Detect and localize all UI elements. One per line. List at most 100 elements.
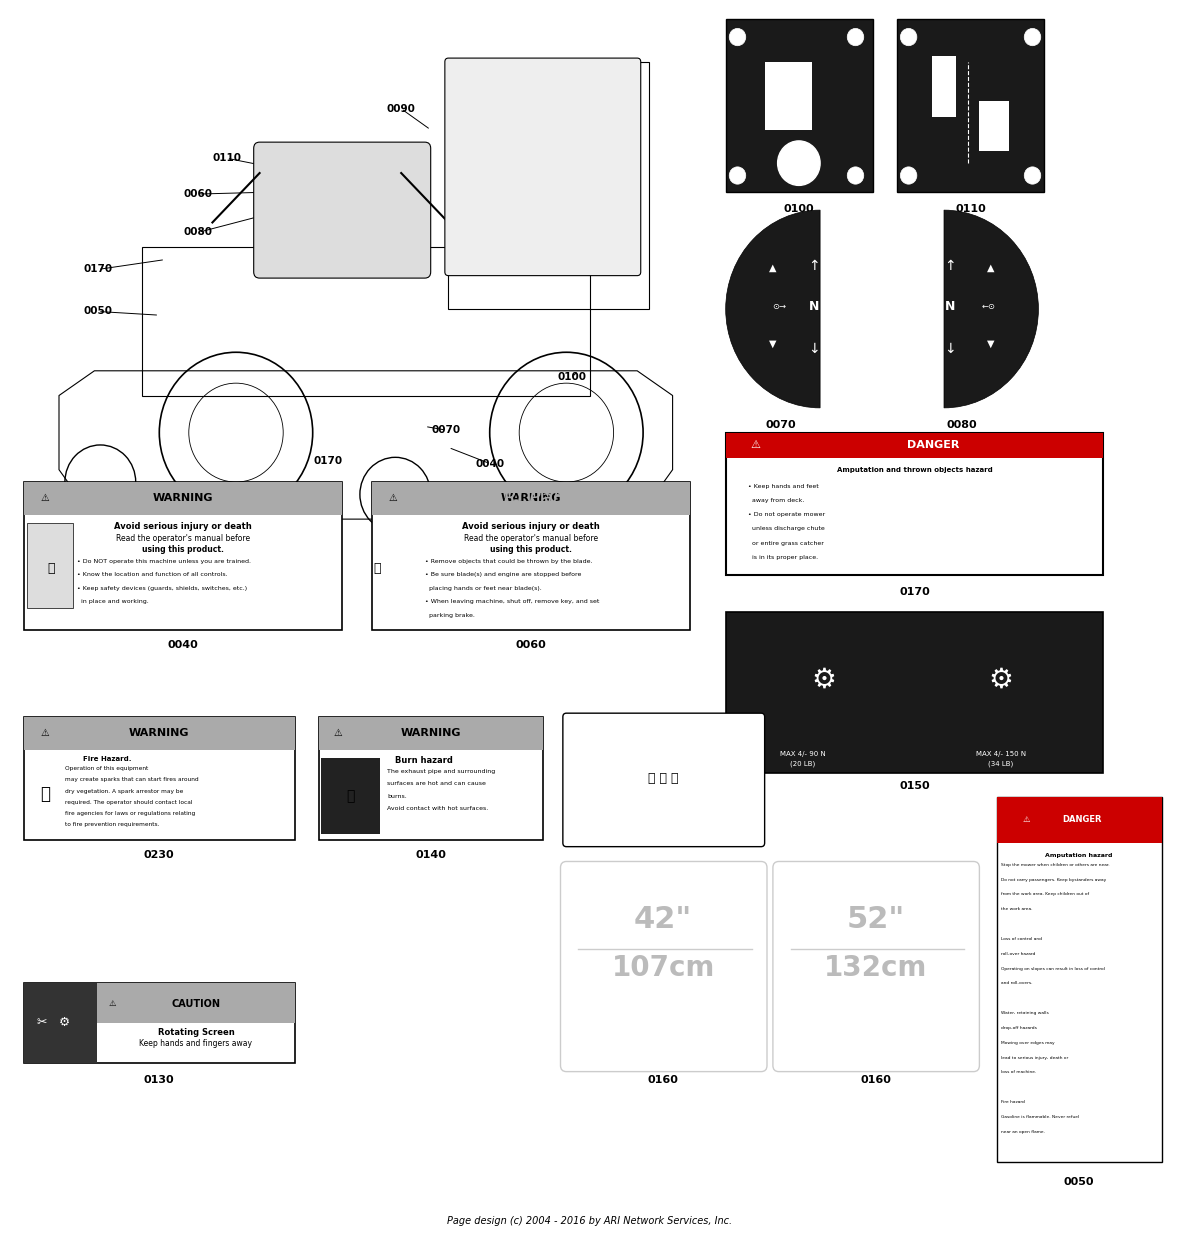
- Text: Avoid serious injury or death: Avoid serious injury or death: [463, 522, 599, 530]
- Text: 0040: 0040: [168, 640, 198, 650]
- Text: 0080: 0080: [184, 227, 212, 237]
- Text: 0140: 0140: [415, 850, 446, 860]
- Text: 0150: 0150: [899, 781, 930, 791]
- Text: required. The operator should contact local: required. The operator should contact lo…: [65, 800, 192, 805]
- FancyBboxPatch shape: [24, 983, 295, 1063]
- Text: Fire hazard: Fire hazard: [1001, 1100, 1024, 1104]
- FancyBboxPatch shape: [27, 523, 73, 608]
- Text: MAX 4/- 90 N: MAX 4/- 90 N: [780, 751, 825, 756]
- Circle shape: [778, 141, 820, 185]
- Text: ⚠: ⚠: [40, 728, 50, 738]
- Text: 0090: 0090: [648, 806, 678, 816]
- Text: Read the operator's manual before: Read the operator's manual before: [464, 534, 598, 543]
- Circle shape: [847, 167, 864, 184]
- Text: ↑: ↑: [944, 258, 956, 273]
- Text: CAUTION: CAUTION: [171, 999, 221, 1009]
- Text: 0140: 0140: [599, 227, 628, 237]
- Text: 0100: 0100: [558, 372, 586, 382]
- Text: 0130: 0130: [144, 1075, 175, 1085]
- FancyBboxPatch shape: [372, 482, 690, 515]
- Text: ↓: ↓: [944, 341, 956, 356]
- Text: 🔥: 🔥: [40, 785, 50, 802]
- Text: 0230: 0230: [599, 195, 628, 205]
- Text: ⚠: ⚠: [333, 728, 342, 738]
- Text: loss of machine.: loss of machine.: [1001, 1070, 1036, 1074]
- FancyBboxPatch shape: [24, 482, 342, 515]
- FancyBboxPatch shape: [563, 713, 765, 847]
- Text: 0230: 0230: [144, 850, 175, 860]
- Text: WARNING: WARNING: [152, 493, 214, 503]
- Text: 📖: 📖: [47, 562, 54, 575]
- Text: using this product.: using this product.: [142, 545, 224, 554]
- Text: 0150: 0150: [594, 263, 622, 273]
- Text: drop-off hazards: drop-off hazards: [1001, 1026, 1036, 1030]
- Text: 0080: 0080: [946, 420, 977, 430]
- FancyBboxPatch shape: [372, 482, 690, 630]
- Text: 0170: 0170: [314, 456, 342, 466]
- Text: DANGER: DANGER: [907, 440, 959, 450]
- Text: Mowing over edges may: Mowing over edges may: [1001, 1041, 1054, 1044]
- FancyBboxPatch shape: [726, 433, 1103, 575]
- Text: • Keep hands and feet: • Keep hands and feet: [748, 483, 819, 488]
- Text: in place and working.: in place and working.: [77, 599, 149, 604]
- Text: fire agencies for laws or regulations relating: fire agencies for laws or regulations re…: [65, 811, 195, 816]
- Text: lead to serious injury, death or: lead to serious injury, death or: [1001, 1056, 1068, 1059]
- Text: 0090: 0090: [387, 104, 415, 114]
- FancyBboxPatch shape: [726, 19, 873, 192]
- FancyBboxPatch shape: [24, 983, 97, 1063]
- Text: from the work area. Keep children out of: from the work area. Keep children out of: [1001, 892, 1089, 896]
- Text: Burn hazard: Burn hazard: [395, 756, 453, 765]
- Text: Water, retaining walls: Water, retaining walls: [1001, 1011, 1048, 1015]
- Text: ⚠: ⚠: [109, 999, 116, 1009]
- Text: to fire prevention requirements.: to fire prevention requirements.: [65, 822, 159, 827]
- FancyBboxPatch shape: [932, 56, 956, 117]
- Text: ⚠: ⚠: [750, 440, 761, 450]
- FancyBboxPatch shape: [319, 717, 543, 840]
- Text: ⚠: ⚠: [1023, 815, 1030, 824]
- Text: placing hands or feet near blade(s).: placing hands or feet near blade(s).: [425, 586, 542, 591]
- Text: Stop the mower when children or others are near.: Stop the mower when children or others a…: [1001, 863, 1109, 866]
- Text: near an open flame.: near an open flame.: [1001, 1130, 1044, 1133]
- Text: 0040: 0040: [476, 459, 504, 468]
- Text: using this product.: using this product.: [490, 545, 572, 554]
- Text: ↓: ↓: [808, 341, 820, 356]
- Text: Gasoline is flammable. Never refuel: Gasoline is flammable. Never refuel: [1001, 1115, 1079, 1119]
- Text: Do not carry passengers. Keep bystanders away: Do not carry passengers. Keep bystanders…: [1001, 878, 1106, 881]
- Text: ARI PartStream™: ARI PartStream™: [490, 488, 658, 508]
- Text: burns.: burns.: [387, 794, 407, 798]
- Text: WARNING: WARNING: [129, 728, 190, 738]
- Text: 0170: 0170: [899, 587, 930, 597]
- Text: Read the operator's manual before: Read the operator's manual before: [116, 534, 250, 543]
- Text: 0060: 0060: [516, 640, 546, 650]
- Circle shape: [1024, 167, 1041, 184]
- Circle shape: [847, 28, 864, 46]
- Text: may create sparks that can start fires around: may create sparks that can start fires a…: [65, 777, 198, 782]
- Text: • Be sure blade(s) and engine are stopped before: • Be sure blade(s) and engine are stoppe…: [425, 572, 582, 577]
- Text: 0110: 0110: [956, 204, 986, 214]
- Text: ⚙: ⚙: [59, 1016, 71, 1028]
- FancyBboxPatch shape: [319, 717, 543, 750]
- FancyBboxPatch shape: [897, 19, 1044, 192]
- Text: 107cm: 107cm: [611, 954, 715, 983]
- FancyBboxPatch shape: [997, 797, 1162, 843]
- Text: 0100: 0100: [784, 204, 814, 214]
- Text: surfaces are hot and can cause: surfaces are hot and can cause: [387, 781, 486, 786]
- Text: ⚠: ⚠: [40, 493, 50, 503]
- Text: is in its proper place.: is in its proper place.: [748, 555, 819, 560]
- FancyBboxPatch shape: [321, 758, 380, 834]
- Wedge shape: [944, 210, 1038, 408]
- Text: dry vegetation. A spark arrestor may be: dry vegetation. A spark arrestor may be: [65, 789, 183, 794]
- Text: • Keep safety devices (guards, shields, switches, etc.): • Keep safety devices (guards, shields, …: [77, 586, 247, 591]
- FancyBboxPatch shape: [254, 142, 431, 278]
- Text: 📖: 📖: [374, 562, 381, 575]
- Text: DANGER: DANGER: [1062, 815, 1101, 824]
- Text: • Do not operate mower: • Do not operate mower: [748, 512, 826, 517]
- Text: ▼: ▼: [769, 339, 776, 349]
- Text: 0110: 0110: [212, 153, 241, 163]
- Circle shape: [900, 28, 917, 46]
- Text: Loss of control and: Loss of control and: [1001, 937, 1042, 941]
- Text: away from deck.: away from deck.: [748, 498, 805, 503]
- FancyBboxPatch shape: [560, 861, 767, 1072]
- Text: Fire Hazard.: Fire Hazard.: [83, 756, 131, 763]
- Text: 0160: 0160: [281, 492, 309, 502]
